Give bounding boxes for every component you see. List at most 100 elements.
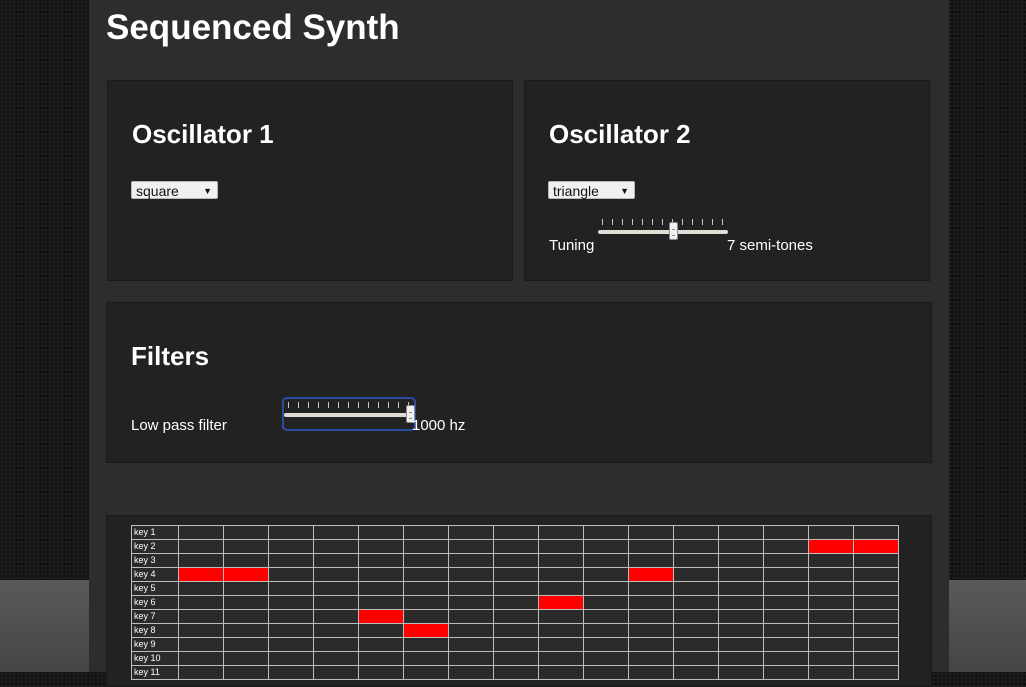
lowpass-filter-slider[interactable]: [282, 397, 416, 431]
sequencer-step[interactable]: [583, 623, 629, 638]
sequencer-step[interactable]: [403, 567, 449, 582]
sequencer-step[interactable]: [628, 553, 674, 568]
sequencer-step[interactable]: [268, 665, 314, 680]
sequencer-step[interactable]: [538, 623, 584, 638]
sequencer-step[interactable]: [358, 581, 404, 596]
sequencer-step[interactable]: [583, 651, 629, 666]
sequencer-step[interactable]: [628, 525, 674, 540]
sequencer-step[interactable]: [268, 567, 314, 582]
sequencer-step[interactable]: [268, 595, 314, 610]
sequencer-step[interactable]: [268, 581, 314, 596]
sequencer-step[interactable]: [808, 609, 854, 624]
sequencer-step[interactable]: [313, 595, 359, 610]
sequencer-step-active[interactable]: [538, 595, 584, 610]
sequencer-step[interactable]: [223, 595, 269, 610]
sequencer-step[interactable]: [178, 539, 224, 554]
sequencer-step[interactable]: [448, 581, 494, 596]
sequencer-step[interactable]: [718, 581, 764, 596]
sequencer-step[interactable]: [538, 525, 584, 540]
sequencer-step[interactable]: [673, 525, 719, 540]
sequencer-step[interactable]: [628, 539, 674, 554]
sequencer-step[interactable]: [448, 539, 494, 554]
sequencer-step[interactable]: [268, 539, 314, 554]
sequencer-step-active[interactable]: [808, 539, 854, 554]
sequencer-step[interactable]: [358, 553, 404, 568]
sequencer-step[interactable]: [763, 567, 809, 582]
sequencer-step[interactable]: [808, 525, 854, 540]
sequencer-step[interactable]: [403, 637, 449, 652]
sequencer-step[interactable]: [313, 623, 359, 638]
sequencer-step[interactable]: [853, 637, 899, 652]
sequencer-step[interactable]: [403, 665, 449, 680]
sequencer-step[interactable]: [178, 623, 224, 638]
sequencer-step[interactable]: [628, 637, 674, 652]
sequencer-step[interactable]: [403, 581, 449, 596]
lowpass-slider-thumb[interactable]: [406, 405, 416, 423]
sequencer-step[interactable]: [538, 567, 584, 582]
sequencer-step[interactable]: [493, 623, 539, 638]
sequencer-step[interactable]: [268, 609, 314, 624]
sequencer-step[interactable]: [673, 595, 719, 610]
sequencer-step[interactable]: [538, 637, 584, 652]
sequencer-step[interactable]: [808, 665, 854, 680]
sequencer-step[interactable]: [583, 553, 629, 568]
sequencer-step[interactable]: [493, 567, 539, 582]
sequencer-step[interactable]: [358, 665, 404, 680]
sequencer-step[interactable]: [853, 623, 899, 638]
sequencer-step[interactable]: [628, 665, 674, 680]
sequencer-step[interactable]: [493, 539, 539, 554]
sequencer-step[interactable]: [583, 665, 629, 680]
sequencer-step[interactable]: [178, 595, 224, 610]
sequencer-step[interactable]: [763, 665, 809, 680]
oscillator-2-waveform-select[interactable]: triangle ▼: [548, 181, 635, 199]
sequencer-step[interactable]: [313, 553, 359, 568]
sequencer-step[interactable]: [268, 651, 314, 666]
sequencer-step[interactable]: [223, 623, 269, 638]
sequencer-step[interactable]: [808, 637, 854, 652]
sequencer-step-active[interactable]: [178, 567, 224, 582]
sequencer-step[interactable]: [583, 637, 629, 652]
sequencer-step[interactable]: [223, 581, 269, 596]
sequencer-step[interactable]: [718, 637, 764, 652]
tuning-slider-thumb[interactable]: [669, 222, 679, 240]
sequencer-step[interactable]: [313, 609, 359, 624]
sequencer-step[interactable]: [808, 553, 854, 568]
sequencer-step[interactable]: [718, 651, 764, 666]
sequencer-step[interactable]: [223, 525, 269, 540]
sequencer-step[interactable]: [673, 539, 719, 554]
sequencer-step[interactable]: [448, 553, 494, 568]
sequencer-step[interactable]: [178, 525, 224, 540]
sequencer-step[interactable]: [673, 581, 719, 596]
sequencer-step[interactable]: [493, 665, 539, 680]
sequencer-step[interactable]: [403, 539, 449, 554]
sequencer-step[interactable]: [628, 581, 674, 596]
sequencer-step[interactable]: [313, 581, 359, 596]
sequencer-step[interactable]: [493, 637, 539, 652]
sequencer-step[interactable]: [403, 595, 449, 610]
sequencer-step[interactable]: [493, 553, 539, 568]
sequencer-step[interactable]: [628, 595, 674, 610]
sequencer-step-active[interactable]: [358, 609, 404, 624]
sequencer-step[interactable]: [538, 581, 584, 596]
sequencer-step[interactable]: [853, 609, 899, 624]
sequencer-step[interactable]: [583, 525, 629, 540]
sequencer-step[interactable]: [853, 525, 899, 540]
sequencer-step[interactable]: [448, 609, 494, 624]
sequencer-step[interactable]: [628, 609, 674, 624]
sequencer-step[interactable]: [448, 637, 494, 652]
sequencer-step[interactable]: [448, 665, 494, 680]
sequencer-step[interactable]: [403, 609, 449, 624]
tuning-slider[interactable]: [598, 216, 728, 246]
sequencer-step[interactable]: [538, 609, 584, 624]
sequencer-step-active[interactable]: [853, 539, 899, 554]
sequencer-step[interactable]: [763, 609, 809, 624]
sequencer-step[interactable]: [493, 651, 539, 666]
sequencer-step[interactable]: [673, 609, 719, 624]
sequencer-step[interactable]: [718, 665, 764, 680]
sequencer-step[interactable]: [313, 525, 359, 540]
sequencer-step[interactable]: [808, 567, 854, 582]
sequencer-step[interactable]: [853, 595, 899, 610]
sequencer-step[interactable]: [493, 525, 539, 540]
sequencer-step[interactable]: [313, 651, 359, 666]
sequencer-step[interactable]: [673, 623, 719, 638]
